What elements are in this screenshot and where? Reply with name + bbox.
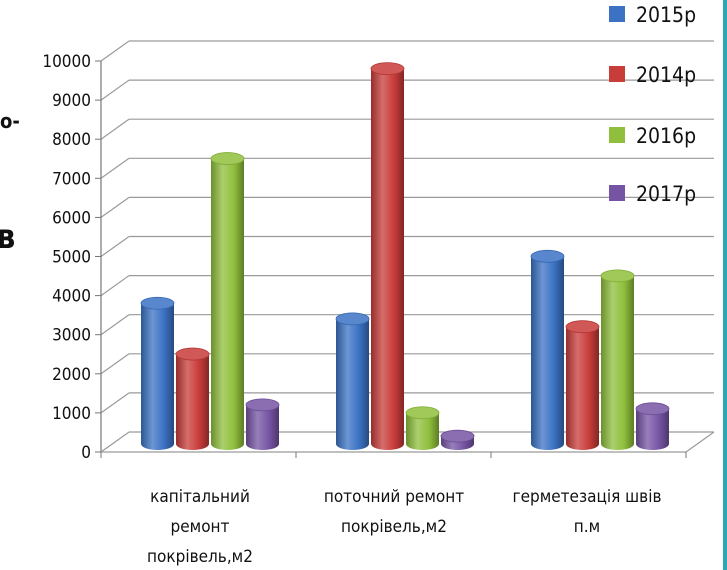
bar-2016р-0 [211,158,244,450]
x-category-label: поточний ремонт [324,487,464,507]
legend-swatch-2015р [609,6,625,22]
y-tick-label: 6000 [52,208,91,228]
gridline-diagonal [100,79,130,101]
bar-top [335,312,370,326]
legend-label: 2017р [636,182,696,206]
bar-2015р-0 [141,303,174,450]
y-tick-label: 0 [81,443,91,463]
x-category-label: ремонт [171,517,230,537]
x-category-label: капітальний [150,487,250,507]
x-category-label: п.м [574,517,600,537]
bar-top [175,347,210,361]
bar-top [600,269,635,283]
y-tick-label: 10000 [42,52,91,72]
bar-top [635,402,670,416]
y-tick-label: 2000 [52,365,91,385]
bar-top [440,429,475,443]
gridline-diagonal [100,236,130,257]
bar-top [140,296,175,310]
legend-swatch-2016р [609,127,625,143]
bar-top [530,249,565,263]
gridline-diagonal [100,196,130,218]
floor-right-edge [685,431,715,453]
gridline-diagonal [100,353,130,375]
bar-2016р-1 [406,412,439,450]
legend-label: 2016р [636,124,696,148]
y-tick-label: 5000 [52,248,91,268]
bar-top [210,152,245,165]
x-category-label: герметезація швів [513,487,662,507]
y-tick-label: 4000 [52,287,91,307]
bar-2014р-1 [371,68,404,450]
gridline-diagonal [100,314,130,336]
x-category-label: покрівель,м2 [147,547,253,567]
slide-border [723,0,727,570]
bar-2017р-0 [246,404,279,450]
bar-top [370,62,405,76]
gridline-diagonal [100,40,130,62]
gridline-diagonal [100,157,130,179]
x-category-label: покрівель,м2 [341,517,447,537]
gridline-diagonal [100,431,130,453]
bar-2016р-2 [601,275,634,450]
gridline-diagonal [100,118,130,140]
bar-2015р-2 [531,256,564,450]
cut-off-text-fragment: в [0,217,15,257]
legend-label: 2015р [636,3,696,27]
gridline-diagonal [100,275,130,297]
bar-2017р-2 [636,408,669,450]
legend-swatch-2017р [609,185,625,201]
bar-top [405,406,440,420]
bar-2015р-1 [336,318,369,450]
bar-2014р-2 [566,326,599,450]
legend-swatch-2014р [609,66,625,82]
y-tick-label: 9000 [52,91,91,111]
bar-top [245,398,280,412]
bar-top [565,320,600,334]
gridline-diagonal [100,392,130,414]
y-tick-label: 1000 [52,404,91,424]
cut-off-text-fragment: о- [0,109,20,133]
y-tick-label: 8000 [52,130,91,150]
bar-2014р-0 [176,354,209,450]
legend-label: 2014р [636,63,696,87]
y-tick-label: 7000 [52,169,91,189]
y-tick-label: 3000 [52,326,91,346]
